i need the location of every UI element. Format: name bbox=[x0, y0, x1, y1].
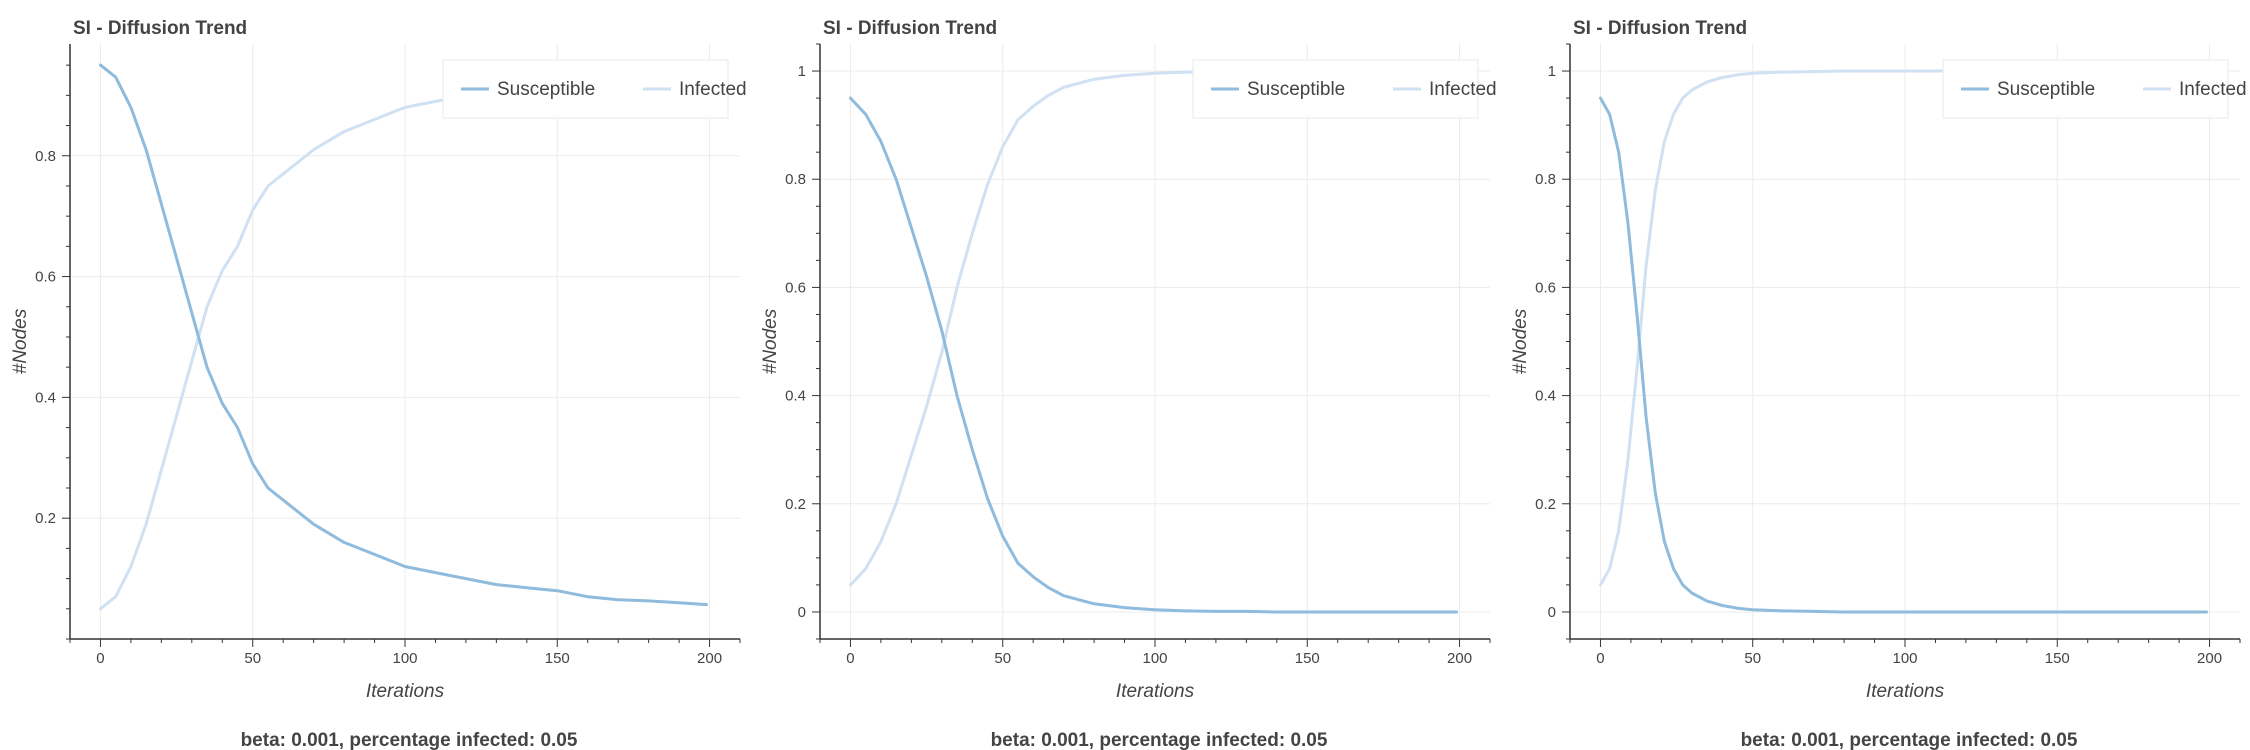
series-lines bbox=[1599, 69, 2208, 614]
y-tick-label: 0.4 bbox=[35, 389, 56, 406]
x-tick-label: 0 bbox=[1596, 650, 1604, 667]
legend-label-infected: Infected bbox=[2179, 79, 2247, 100]
series-line-infected bbox=[1599, 69, 2208, 587]
y-axis-title: #Nodes bbox=[10, 308, 31, 374]
legend-label-infected: Infected bbox=[1429, 79, 1497, 100]
x-axis-title: Iterations bbox=[1866, 681, 1945, 702]
legend-box bbox=[442, 59, 729, 119]
chart-caption: beta: 0.001, percentage infected: 0.05 bbox=[1741, 730, 2078, 750]
legend-box bbox=[1942, 59, 2229, 119]
x-axis-title: Iterations bbox=[1116, 681, 1195, 702]
y-tick-label: 0.6 bbox=[1535, 279, 1556, 296]
grid-lines bbox=[1570, 44, 2240, 639]
x-axis-title: Iterations bbox=[366, 681, 445, 702]
axes bbox=[812, 43, 1491, 647]
legend-label-susceptible: Susceptible bbox=[497, 79, 595, 100]
grid-lines bbox=[820, 44, 1490, 639]
y-tick-label: 0.2 bbox=[1535, 496, 1556, 513]
series-line-susceptible bbox=[849, 96, 1458, 614]
y-tick-label: 0 bbox=[1548, 604, 1556, 621]
legend-label-infected: Infected bbox=[679, 79, 747, 100]
y-tick-label: 1 bbox=[798, 63, 806, 80]
x-tick-label: 0 bbox=[846, 650, 854, 667]
x-tick-label: 150 bbox=[1295, 650, 1320, 667]
x-tick-label: 100 bbox=[1892, 650, 1917, 667]
chart-svg-2: SI - Diffusion Trend beta: 0.001, percen… bbox=[760, 18, 1497, 750]
y-tick-label: 1 bbox=[1548, 63, 1556, 80]
chart-panel-1: SI - Diffusion Trend beta: 0.001, percen… bbox=[0, 0, 750, 750]
chart-panel-2: SI - Diffusion Trend beta: 0.001, percen… bbox=[750, 0, 1500, 750]
chart-title: SI - Diffusion Trend bbox=[823, 18, 997, 39]
axes bbox=[62, 44, 741, 647]
y-tick-label: 0.8 bbox=[1535, 171, 1556, 188]
y-tick-label: 0.6 bbox=[35, 269, 56, 286]
legend: Susceptible Infected bbox=[1942, 59, 2247, 119]
x-tick-label: 50 bbox=[244, 650, 261, 667]
tick-labels: 0 50 100 150 200 0 0.2 0.4 0.6 0.8 1 Iterations #Nod… bbox=[1510, 63, 2222, 702]
y-tick-label: 0.6 bbox=[785, 279, 806, 296]
tick-labels: 0 50 100 150 200 0 0.2 0.4 0.6 0.8 1 Iterations #Nod… bbox=[760, 63, 1472, 702]
chart-title: SI - Diffusion Trend bbox=[73, 18, 247, 39]
x-tick-label: 100 bbox=[1142, 650, 1167, 667]
y-axis-title: #Nodes bbox=[1510, 308, 1531, 374]
y-tick-label: 0.4 bbox=[1535, 388, 1556, 405]
x-tick-label: 150 bbox=[545, 650, 570, 667]
y-axis-title: #Nodes bbox=[760, 308, 781, 374]
axes bbox=[1562, 43, 2241, 647]
legend-label-susceptible: Susceptible bbox=[1997, 79, 2095, 100]
chart-svg-1: SI - Diffusion Trend beta: 0.001, percen… bbox=[10, 18, 747, 750]
legend-label-susceptible: Susceptible bbox=[1247, 79, 1345, 100]
y-tick-label: 0.8 bbox=[35, 148, 56, 165]
x-tick-label: 200 bbox=[1447, 650, 1472, 667]
chart-caption: beta: 0.001, percentage infected: 0.05 bbox=[241, 730, 578, 750]
series-line-infected bbox=[99, 67, 708, 611]
y-tick-label: 0.2 bbox=[35, 510, 56, 527]
x-tick-label: 0 bbox=[96, 650, 104, 667]
chart-title: SI - Diffusion Trend bbox=[1573, 18, 1747, 39]
chart-caption: beta: 0.001, percentage infected: 0.05 bbox=[991, 730, 1328, 750]
x-tick-label: 50 bbox=[1744, 650, 1761, 667]
series-lines bbox=[99, 63, 708, 611]
grid-lines bbox=[70, 44, 740, 639]
chart-panel-3: SI - Diffusion Trend beta: 0.001, percen… bbox=[1500, 0, 2250, 750]
x-tick-label: 50 bbox=[994, 650, 1011, 667]
y-tick-label: 0 bbox=[798, 604, 806, 621]
chart-svg-3: SI - Diffusion Trend beta: 0.001, percen… bbox=[1510, 18, 2247, 750]
tick-labels: 0 50 100 150 200 0.2 0.4 0.6 0.8 Iterations #Nodes bbox=[10, 148, 722, 702]
x-tick-label: 150 bbox=[2045, 650, 2070, 667]
series-lines bbox=[849, 69, 1458, 614]
y-tick-label: 0.2 bbox=[785, 496, 806, 513]
x-tick-label: 100 bbox=[392, 650, 417, 667]
series-line-susceptible bbox=[99, 63, 708, 607]
x-tick-label: 200 bbox=[697, 650, 722, 667]
legend: Susceptible Infected bbox=[442, 59, 747, 119]
x-tick-label: 200 bbox=[2197, 650, 2222, 667]
y-tick-label: 0.4 bbox=[785, 388, 806, 405]
legend: Susceptible Infected bbox=[1192, 59, 1497, 119]
series-line-susceptible bbox=[1599, 96, 2208, 614]
y-tick-label: 0.8 bbox=[785, 171, 806, 188]
legend-box bbox=[1192, 59, 1479, 119]
